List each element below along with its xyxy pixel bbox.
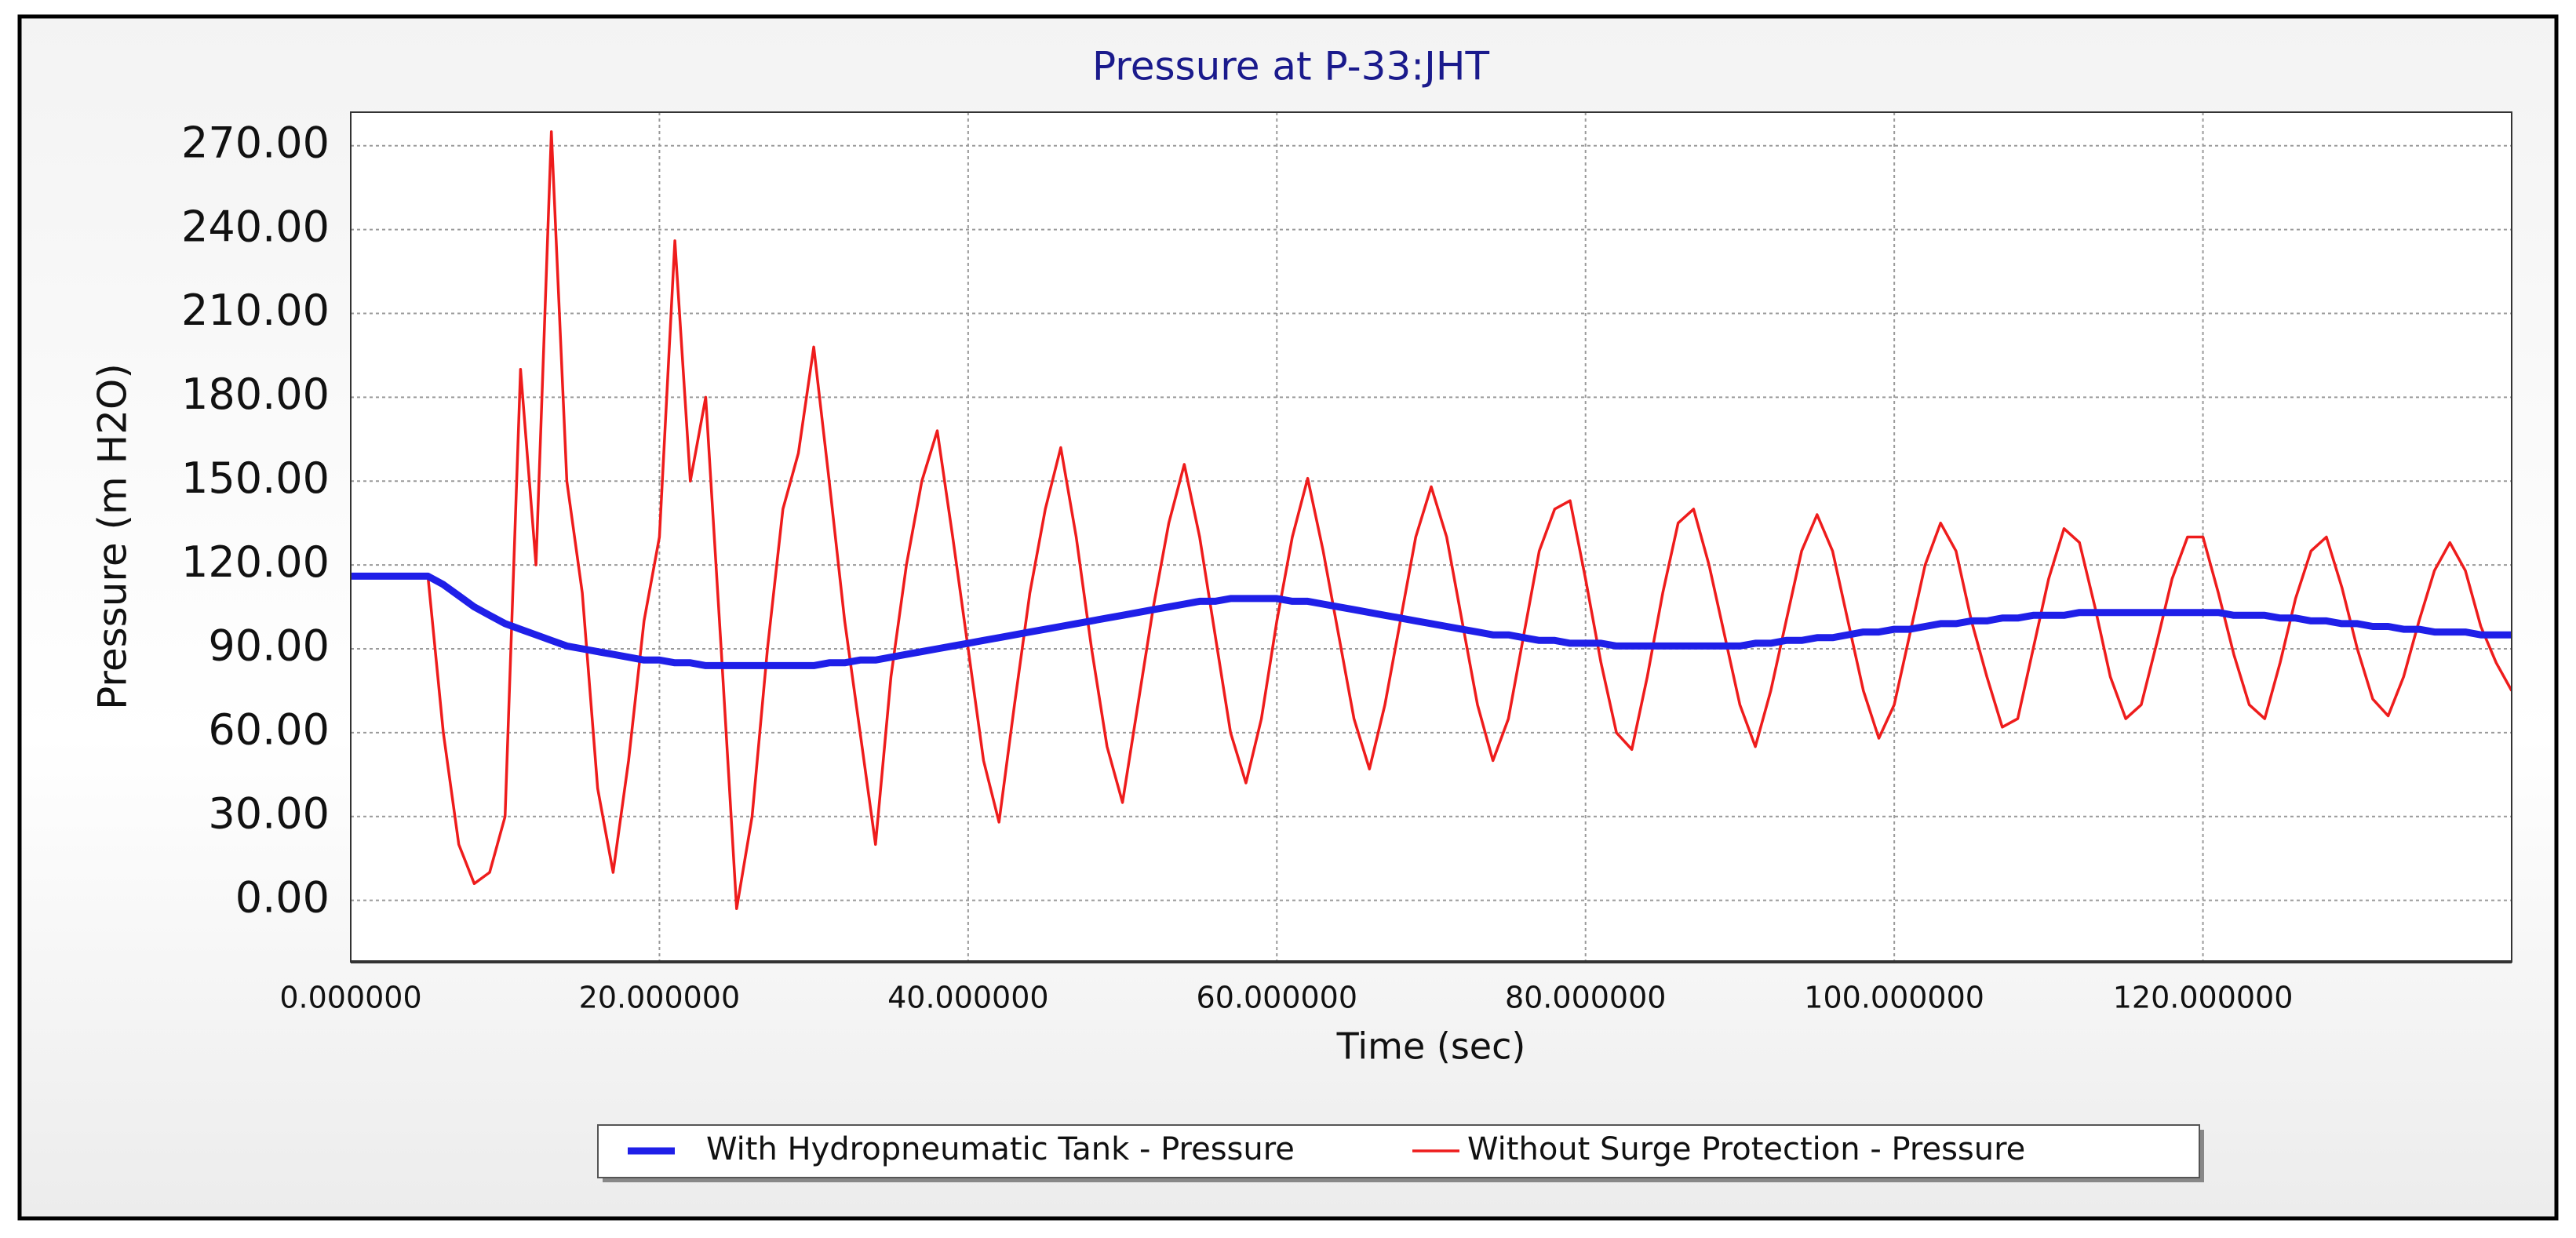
x-tick-label: 80.000000 <box>1505 981 1667 1015</box>
y-tick-label: 0.00 <box>235 872 330 922</box>
x-axis-label: Time (sec) <box>1336 1025 1526 1068</box>
x-tick-label: 40.000000 <box>887 981 1049 1015</box>
y-tick-label: 120.00 <box>181 537 330 587</box>
y-tick-label: 270.00 <box>181 118 330 167</box>
x-tick-label: 100.000000 <box>1804 981 1984 1015</box>
y-tick-label: 210.00 <box>181 286 330 335</box>
y-tick-label: 90.00 <box>208 621 330 671</box>
legend-label: Without Surge Protection - Pressure <box>1467 1131 2025 1167</box>
legend-box <box>597 1124 2200 1178</box>
y-tick-label: 60.00 <box>208 705 330 755</box>
x-tick-label: 0.000000 <box>279 981 421 1015</box>
y-tick-label: 240.00 <box>181 202 330 251</box>
y-axis-label: Pressure (m H2O) <box>90 363 136 710</box>
plot-layer <box>351 112 2512 962</box>
series-line <box>351 572 2512 669</box>
legend-label: With Hydropneumatic Tank - Pressure <box>706 1131 1295 1167</box>
x-tick-label: 60.000000 <box>1197 981 1358 1015</box>
x-tick-label: 120.000000 <box>2113 981 2294 1015</box>
x-tick-label: 20.000000 <box>579 981 741 1015</box>
series-line <box>351 130 2512 911</box>
y-tick-label: 150.00 <box>181 453 330 503</box>
chart-title: Pressure at P-33:JHT <box>1092 44 1489 89</box>
plot-area <box>351 112 2512 962</box>
y-tick-label: 180.00 <box>181 370 330 419</box>
y-tick-label: 30.00 <box>208 788 330 838</box>
legend: With Hydropneumatic Tank - Pressure Witho… <box>597 1124 2204 1182</box>
